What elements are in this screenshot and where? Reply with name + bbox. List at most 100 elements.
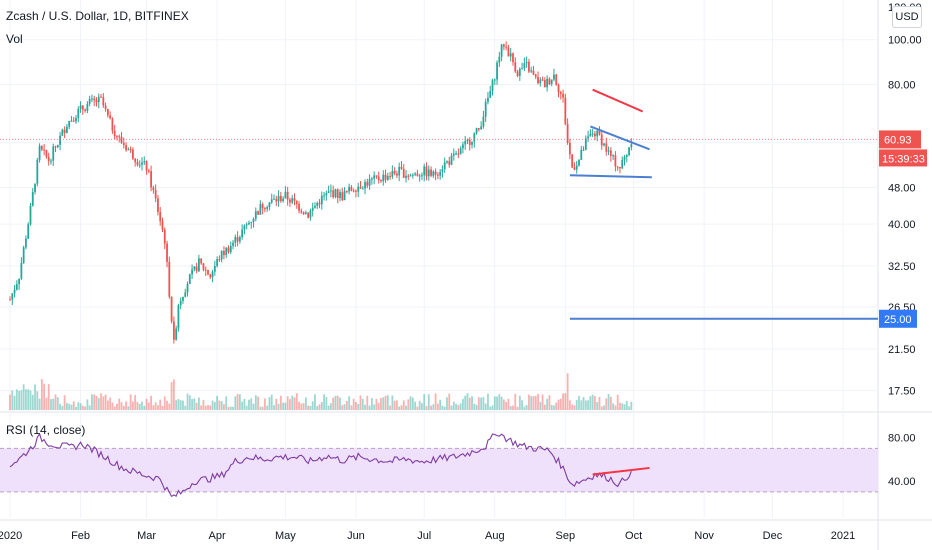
volume-bar [557,399,560,410]
volume-bar [22,384,25,410]
volume-bar [229,406,232,410]
volume-bar [97,398,100,410]
volume-bar [168,403,171,410]
candle-body [441,169,444,172]
candle-body [591,133,594,135]
candle-body [455,153,457,155]
candle-body [161,221,164,230]
volume-bar [464,395,467,410]
volume-bar [341,405,344,410]
volume-bar [537,393,539,410]
volume-bar [361,398,364,410]
candle-body [350,186,353,191]
volume-bar [220,401,223,410]
volume-bar [59,403,61,410]
volume-bar [172,379,175,410]
volume-bar [466,393,469,410]
volume-bar [293,397,296,410]
volume-bar [216,396,219,410]
candle-body [118,136,121,138]
candle-body [289,199,291,203]
price-pane-bg [0,0,878,410]
candle-body [612,155,615,157]
candle-body [40,145,43,150]
volume-bar [122,405,125,410]
candle-body [407,175,410,177]
volume-bar [11,390,14,410]
volume-bar [386,395,389,410]
candle-body [184,292,187,297]
volume-bar [250,398,253,410]
volume-bar [541,394,544,410]
volume-bar [605,398,608,410]
candle-body [238,237,241,242]
candle-body [557,84,560,93]
volume-bar [75,406,77,410]
candle-body [295,200,298,205]
trendlines[interactable] [0,88,878,476]
volume-bar [418,400,421,410]
candle-body [97,96,100,103]
candle-body [473,133,476,142]
volume-bar [468,397,471,410]
candle-body [59,135,61,145]
candle-body [543,80,546,88]
volume-bar [325,396,328,410]
volume-bar [45,397,48,410]
candle-body [332,190,335,198]
candle-body [341,192,344,201]
volume-bar [38,398,41,410]
volume-bar [152,405,155,410]
volume-bar [357,403,360,410]
volume-bar [318,404,321,410]
volume-bar [553,405,555,410]
volume-bar [259,406,262,410]
volume-bar [143,405,146,410]
volume-bar [573,405,576,410]
candle-body [578,159,580,166]
candle-body [471,141,473,145]
candle-body [605,143,608,152]
volume-bar [279,395,282,410]
volume-bar [489,406,492,410]
volume-bar [84,406,87,410]
candle-body [243,225,246,230]
candle-body [573,167,576,170]
volume-bar [195,402,198,410]
volume-bar [95,395,98,410]
candle-body [175,328,178,340]
volume-bar [93,394,96,410]
candle-body [54,146,57,148]
volume-bar [316,406,319,410]
candle-body [27,224,30,239]
candle-body [93,98,96,101]
volume-bar [566,373,569,410]
volume-bar [450,405,453,410]
volume-bar [100,393,102,410]
volume-bar [621,403,624,410]
currency-button[interactable]: USD [892,6,922,28]
volume-bar [584,400,587,410]
candle-body [600,134,603,146]
candle-body [20,262,23,279]
candle-body [77,108,80,118]
candle-body [357,186,360,192]
candle-body [65,126,68,134]
volume-bar [398,406,401,410]
candle-body [61,129,64,136]
volume-bar [207,404,209,410]
candle-body [284,191,287,199]
price-candles [9,41,633,344]
volume-bar [134,395,137,410]
candle-body [150,171,153,188]
volume-bar [411,397,414,410]
candle-body [580,149,583,160]
candle-body [364,181,366,189]
candle-body [159,211,162,222]
candle-body [568,142,571,155]
volume-bar [546,398,549,410]
volume-bar [13,395,16,410]
candle-body [421,175,423,177]
candle-body [106,109,109,116]
